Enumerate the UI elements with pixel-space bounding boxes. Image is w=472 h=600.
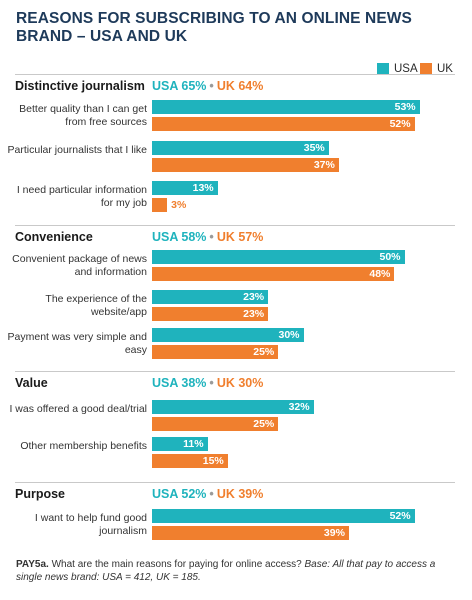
data-label-uk: 25%: [253, 346, 275, 358]
legend-swatch-uk: [420, 63, 432, 75]
section-total-uk: UK 57%: [216, 230, 264, 244]
bar-usa: 35%: [152, 141, 329, 155]
data-label-uk: 48%: [369, 268, 391, 280]
bar-usa: 13%: [152, 181, 218, 195]
data-label-usa: 35%: [303, 142, 325, 154]
section-divider: [15, 371, 455, 372]
item-label: Payment was very simple and easy: [7, 331, 147, 356]
bar-uk: 15%: [152, 454, 228, 468]
bar-uk: 23%: [152, 307, 269, 321]
section-divider: [15, 74, 455, 75]
item-label: Convenient package of news and informati…: [12, 253, 147, 278]
section-title: Purpose: [15, 487, 66, 501]
data-label-usa: 52%: [389, 510, 411, 522]
chart-title: REASONS FOR SUBSCRIBING TO AN ONLINE NEW…: [16, 10, 412, 45]
section-totals: USA 38% • UK 30%: [152, 376, 263, 390]
bar-uk: 25%: [152, 345, 279, 359]
data-label-uk: 52%: [389, 118, 411, 130]
section-total-usa: USA 52%: [152, 487, 207, 501]
section-title: Distinctive journalism: [15, 79, 145, 93]
item-label: I want to help fund good journalism: [34, 512, 147, 537]
data-label-usa: 32%: [288, 401, 310, 413]
data-label-usa: 23%: [243, 291, 265, 303]
legend-swatch-usa: [377, 63, 389, 75]
item-label: I was offered a good deal/trial: [9, 403, 147, 415]
footnote-base: Base: All that pay to access a single ne…: [16, 559, 436, 583]
item-label: The experience of the website/app: [45, 293, 147, 318]
section-totals: USA 58% • UK 57%: [152, 230, 263, 244]
data-label-usa: 30%: [278, 329, 300, 341]
legend-label-uk: UK: [437, 63, 453, 75]
bar-usa: 50%: [152, 250, 405, 264]
bar-uk: 39%: [152, 526, 349, 540]
section-divider: [15, 482, 455, 483]
separator-dot: •: [209, 230, 214, 244]
data-label-usa: 11%: [183, 438, 204, 450]
footnote-question: What are the main reasons for paying for…: [51, 559, 302, 570]
item-label: I need particular information for my job: [16, 184, 147, 209]
section-total-uk: UK 39%: [216, 487, 264, 501]
data-label-uk: 3%: [171, 199, 187, 211]
footnote-code: PAY5a.: [16, 559, 49, 570]
item-label: Better quality than I can get from free …: [19, 103, 147, 128]
section-totals: USA 65% • UK 64%: [152, 79, 263, 93]
bar-uk: 52%: [152, 117, 415, 131]
data-label-uk: 39%: [323, 527, 345, 539]
bar-uk: 37%: [152, 158, 339, 172]
separator-dot: •: [209, 79, 214, 93]
section-total-uk: UK 64%: [216, 79, 264, 93]
bar-usa: 23%: [152, 290, 269, 304]
bar-usa: 11%: [152, 437, 208, 451]
section-total-uk: UK 30%: [216, 376, 264, 390]
item-label: Other membership benefits: [20, 440, 147, 452]
bar-uk: 3%: [152, 198, 186, 212]
data-label-uk: 37%: [313, 159, 335, 171]
data-label-usa: 50%: [379, 251, 401, 263]
section-title: Convenience: [15, 230, 93, 244]
footnote: PAY5a. What are the main reasons for pay…: [16, 558, 456, 584]
data-label-uk: 15%: [202, 455, 224, 467]
section-total-usa: USA 38%: [152, 376, 207, 390]
bar-usa: 53%: [152, 100, 420, 114]
data-label-uk: 23%: [243, 308, 265, 320]
bar-uk: 25%: [152, 417, 279, 431]
bar-usa: 32%: [152, 400, 314, 414]
section-title: Value: [15, 376, 48, 390]
legend-item-usa: USA: [377, 63, 418, 75]
separator-dot: •: [209, 487, 214, 501]
data-label-usa: 13%: [192, 182, 214, 194]
bar-usa: 52%: [152, 509, 415, 523]
separator-dot: •: [209, 376, 214, 390]
item-label: Particular journalists that I like: [7, 144, 147, 156]
legend-label-usa: USA: [394, 63, 418, 75]
bar-usa: 30%: [152, 328, 304, 342]
data-label-uk: 25%: [253, 418, 275, 430]
section-total-usa: USA 58%: [152, 230, 207, 244]
bar-uk: 48%: [152, 267, 395, 281]
section-divider: [15, 225, 455, 226]
section-totals: USA 52% • UK 39%: [152, 487, 263, 501]
section-total-usa: USA 65%: [152, 79, 207, 93]
data-label-usa: 53%: [394, 101, 416, 113]
legend-item-uk: UK: [420, 63, 453, 75]
